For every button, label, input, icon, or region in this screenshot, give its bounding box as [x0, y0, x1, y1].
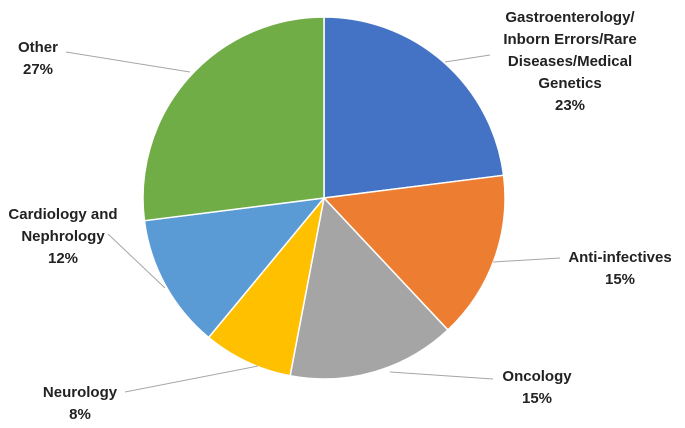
leader-line-4 — [107, 233, 166, 289]
slice-category-label-0: Inborn Errors/Rare — [503, 31, 636, 48]
leader-line-1 — [492, 257, 561, 263]
pie-slice-1 — [322, 174, 506, 332]
pie-slice-4 — [143, 197, 326, 339]
slice-percent-label-1: 15% — [605, 271, 635, 288]
slice-labels: Gastroenterology/Inborn Errors/Rare Disea… — [8, 9, 671, 423]
slice-category-label-1: Anti-infectives — [568, 249, 671, 266]
slice-percent-label-0: 23% — [555, 97, 585, 114]
slice-category-label-0: Gastroenterology/ — [505, 9, 635, 26]
slice-percent-label-4: 12% — [48, 250, 78, 267]
slice-percent-label-2: 15% — [522, 390, 552, 407]
slice-category-label-0: Genetics — [538, 75, 601, 92]
slice-percent-label-5: 27% — [23, 61, 53, 78]
leader-line-0 — [444, 54, 491, 63]
slice-category-label-5: Other — [18, 39, 58, 56]
pie-slice-2 — [289, 196, 449, 380]
leader-line-2 — [389, 371, 494, 380]
leader-line-5 — [65, 51, 191, 73]
pie-slice-3 — [207, 197, 325, 377]
leader-line-3 — [124, 365, 259, 393]
slice-category-label-3: Neurology — [43, 384, 118, 401]
slice-category-label-2: Oncology — [502, 368, 572, 385]
slice-percent-label-3: 8% — [69, 406, 91, 423]
pie-slice-5 — [142, 16, 325, 222]
leader-lines — [65, 51, 561, 393]
slice-category-label-4: Nephrology — [21, 228, 105, 245]
pie-slice-0 — [323, 16, 505, 199]
slice-category-label-4: Cardiology and — [8, 206, 117, 223]
pie-slices — [142, 16, 506, 380]
slice-category-label-0: Diseases/Medical — [508, 53, 632, 70]
